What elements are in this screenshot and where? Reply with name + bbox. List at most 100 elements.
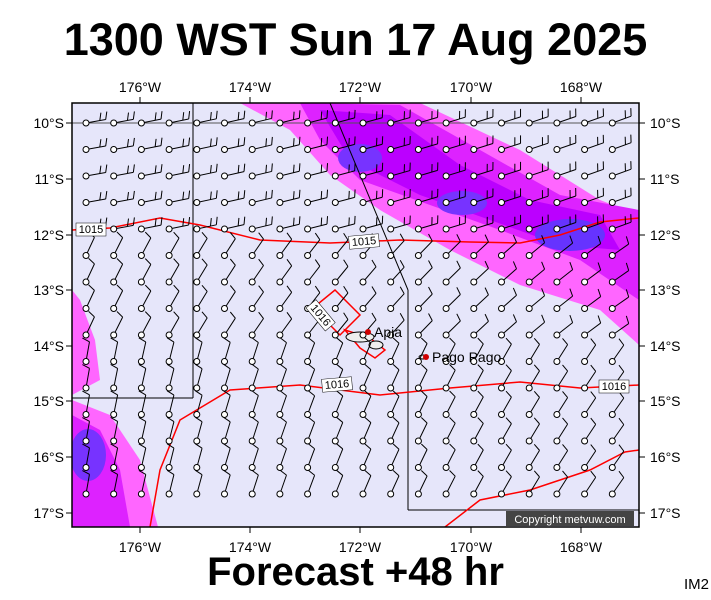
wind-station [442, 252, 450, 259]
wind-barb-flag [512, 287, 517, 296]
wind-station [470, 464, 478, 471]
wind-station [221, 172, 228, 180]
lat-tick-left-16s: 16°S [33, 449, 64, 465]
image-code: IM2 [683, 576, 709, 593]
wind-station [304, 199, 312, 206]
wind-barb-flag [477, 417, 484, 424]
wind-barb-flag [182, 165, 185, 174]
wind-barb-flag [371, 312, 377, 321]
wind-barb-flag [293, 191, 295, 200]
wind-barb-flag [618, 417, 625, 425]
wind-barb-flag [195, 337, 203, 343]
wind-station [82, 411, 90, 418]
wind-station [221, 490, 228, 498]
wind-barb-flag [243, 190, 246, 199]
wind-station [414, 384, 422, 392]
wind-barb-flag [456, 234, 461, 242]
wind-barb-flag [188, 137, 191, 146]
pago-pago-marker [423, 354, 429, 360]
wind-barb-flag [308, 469, 315, 476]
wind-station [82, 384, 90, 392]
wind-barb-flag [541, 235, 546, 243]
wind-barb-flag [428, 286, 433, 295]
wind-barb-flag [597, 235, 602, 244]
wind-barb-flag [265, 191, 268, 200]
wind-station [553, 146, 561, 153]
wind-barb-flag [243, 137, 246, 146]
wind-barb-flag [265, 217, 268, 226]
wind-barb-flag [364, 390, 372, 397]
wind-barb-flag [154, 138, 157, 147]
wind-station [165, 437, 173, 445]
wind-barb-flag [243, 163, 246, 172]
wind-station [525, 172, 533, 180]
wind-station [248, 199, 256, 206]
wind-barb-flag [569, 314, 574, 323]
wind-barb-flag [533, 337, 540, 345]
wind-station [470, 278, 478, 286]
wind-station [304, 411, 312, 418]
wind-barb-flag [298, 163, 301, 172]
wind-station [331, 199, 339, 206]
wind-station [498, 437, 505, 445]
wind-station [165, 225, 173, 233]
wind-station [193, 305, 201, 312]
wind-station [276, 119, 284, 127]
wind-station [82, 331, 90, 339]
wind-station [442, 278, 450, 286]
isobar-label: 1016 [321, 376, 353, 393]
wind-barb-flag [392, 443, 400, 450]
wind-station [608, 119, 616, 127]
wind-barb-flag [562, 391, 568, 398]
wind-barb-flag [166, 363, 175, 370]
wind-barb-flag [286, 259, 293, 267]
wind-station [82, 172, 90, 180]
wind-barb-flag [625, 289, 630, 298]
wind-station [248, 358, 256, 365]
wind-barb-flag [237, 217, 240, 226]
wind-station [553, 225, 561, 233]
wind-station [442, 146, 450, 153]
wind-station [221, 437, 228, 445]
wind-barb-flag [420, 390, 428, 397]
wind-station [387, 278, 395, 286]
wind-station [387, 411, 395, 418]
wind-barb-flag [336, 390, 344, 397]
wind-barb-flag [484, 234, 489, 243]
wind-station [165, 358, 173, 365]
wind-station [525, 305, 533, 312]
wind-station [608, 411, 616, 418]
wind-barb-flag [105, 191, 108, 200]
wind-station [470, 146, 478, 153]
wind-barb-flag [505, 417, 512, 424]
wind-station [137, 119, 145, 127]
wind-station [498, 384, 505, 392]
precipitation-layer [72, 103, 639, 527]
wind-station [165, 252, 173, 259]
wind-barb-flag [308, 443, 315, 450]
wind-barb-flag [82, 417, 90, 422]
wind-barb-flag [144, 284, 152, 292]
wind-station [193, 358, 201, 365]
wind-barb-flag [99, 139, 102, 148]
wind-station [276, 411, 284, 418]
wind-barb-flag [229, 258, 236, 266]
wind-barb-flag [533, 417, 540, 425]
wind-barb-flag [126, 138, 130, 148]
wind-station [442, 199, 450, 206]
wind-barb-flag [160, 137, 163, 146]
wind-station [581, 199, 589, 206]
wind-barb-flag [512, 314, 517, 322]
isobar-label: 1015 [75, 222, 107, 237]
wind-station [304, 146, 312, 153]
wind-station [442, 172, 450, 180]
wind-station [359, 464, 367, 471]
wind-station [359, 490, 367, 498]
wind-station [359, 199, 367, 206]
wind-barb-flag [251, 416, 259, 423]
wind-station [525, 411, 533, 418]
wind-barb-flag [625, 262, 630, 271]
wind-barbs [82, 108, 632, 498]
wind-station [553, 358, 561, 365]
wind-station [165, 331, 173, 339]
